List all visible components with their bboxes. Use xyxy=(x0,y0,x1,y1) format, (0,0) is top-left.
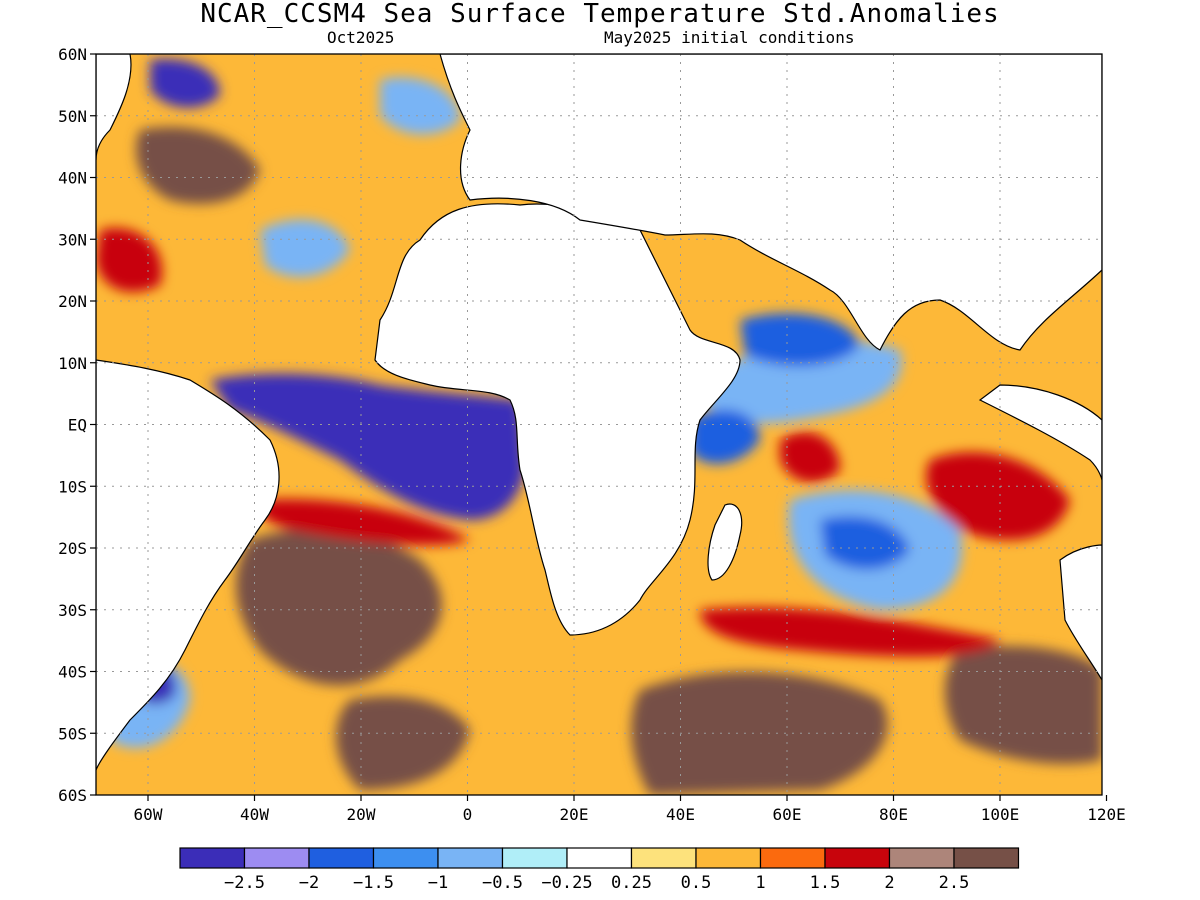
very-warm-anomaly-south-atlantic xyxy=(236,529,442,686)
land-maritime-continent xyxy=(978,384,1102,481)
lat-tick-label: 20N xyxy=(58,292,87,311)
lat-tick-label: 10S xyxy=(58,477,87,496)
initial-conditions-label: May2025 initial conditions xyxy=(604,28,855,47)
colorbar-swatch xyxy=(824,847,891,869)
land-masses xyxy=(96,54,1102,771)
land-americas-north xyxy=(96,54,132,161)
strong-cold-anomaly-equatorial-atlantic xyxy=(210,373,525,520)
colorbar-swatch xyxy=(566,847,633,869)
lat-tick-label: 50N xyxy=(58,107,87,126)
colorbar-label: 0.25 xyxy=(611,873,652,893)
lat-tick-label: 40S xyxy=(58,663,87,682)
colorbar-label: 1 xyxy=(755,873,765,893)
lat-tick-label: 60S xyxy=(58,786,87,805)
forecast-month: Oct2025 xyxy=(327,28,395,47)
cold-anomaly-west-indian xyxy=(690,409,760,464)
hot-anomaly-south-atlantic-band xyxy=(258,499,470,546)
land-madagascar xyxy=(707,503,743,581)
lon-tick-label: 20W xyxy=(347,805,376,824)
colorbar-swatch xyxy=(372,847,439,869)
lon-tick-label: 80E xyxy=(879,805,908,824)
lon-tick-label: 20E xyxy=(560,805,589,824)
lon-tick-label: 40W xyxy=(240,805,269,824)
lat-lon-grid xyxy=(96,54,1102,795)
lon-tick-label: 40E xyxy=(666,805,695,824)
cool-anomaly-arabian-sea xyxy=(700,340,902,424)
colorbar-label: −2.5 xyxy=(224,873,265,893)
colorbar-label: −0.25 xyxy=(541,873,592,893)
cold-anomaly-south-indian xyxy=(820,516,910,570)
colorbar-label: −1 xyxy=(428,873,448,893)
map-axes: 60N 50N 40N 30N 20N 10N EQ 10S 20S 30S 40S 50S 60S 60… xyxy=(58,45,1126,824)
lat-tick-label: 40N xyxy=(58,169,87,188)
very-warm-anomaly-south-atlantic-west xyxy=(336,696,470,790)
strong-cold-anomaly-north-atlantic xyxy=(150,59,220,108)
cool-anomaly-north-atlantic xyxy=(260,219,350,277)
colorbar-label: −1.5 xyxy=(353,873,394,893)
lat-tick-label: 30N xyxy=(58,230,87,249)
colorbar-swatch xyxy=(953,847,1020,869)
very-warm-anomaly-southern-ocean xyxy=(631,671,888,795)
colorbar-label: −2 xyxy=(299,873,319,893)
lon-tick-label: 100E xyxy=(981,805,1020,824)
colorbar-label: 0.5 xyxy=(681,873,712,893)
lat-tick-label: 50S xyxy=(58,724,87,743)
lat-tick-label: 60N xyxy=(58,45,87,64)
lon-tick-label: 60E xyxy=(773,805,802,824)
lat-tick-label: 30S xyxy=(58,601,87,620)
colorbar-swatch xyxy=(695,847,762,869)
colorbar-label: 2 xyxy=(884,873,894,893)
cold-anomaly-arabian-sea xyxy=(740,313,860,367)
sst-anomaly-field xyxy=(96,54,1102,795)
colorbar-swatch xyxy=(437,847,504,869)
land-south-america xyxy=(96,359,280,771)
lat-tick-label: 20S xyxy=(58,539,87,558)
very-warm-anomaly-south-indian xyxy=(945,646,1102,764)
land-africa xyxy=(374,203,741,636)
colorbar-swatch xyxy=(888,847,955,869)
colorbar-swatch xyxy=(308,847,375,869)
hot-anomaly-north-atlantic xyxy=(96,228,162,292)
map-title: NCAR_CCSM4 Sea Surface Temperature Std.A… xyxy=(200,0,1000,29)
land-europe-asia xyxy=(439,54,1102,351)
hot-anomaly-central-indian xyxy=(780,431,840,483)
lat-tick-label: EQ xyxy=(68,416,87,435)
colorbar-swatch xyxy=(630,847,697,869)
colorbar-swatch xyxy=(759,847,826,869)
colorbar: −2.5 −2 −1.5 −1 −0.5 −0.25 0.25 0.5 1 1.5 2 2.5 xyxy=(179,847,1020,893)
colorbar-swatch xyxy=(243,847,310,869)
cool-anomaly-labrador xyxy=(380,77,460,135)
colorbar-label: −0.5 xyxy=(482,873,523,893)
colorbar-label: 2.5 xyxy=(939,873,970,893)
lon-tick-label: 0 xyxy=(463,805,473,824)
colorbar-swatch xyxy=(179,847,246,869)
lat-tick-label: 10N xyxy=(58,354,87,373)
lon-tick-label: 120E xyxy=(1087,805,1126,824)
colorbar-swatch xyxy=(501,847,568,869)
lon-tick-label: 60W xyxy=(134,805,163,824)
hot-anomaly-east-indian xyxy=(926,452,1070,540)
colorbar-label: 1.5 xyxy=(810,873,841,893)
hot-anomaly-southern-band xyxy=(700,607,1000,657)
very-warm-anomaly-north-atlantic xyxy=(136,126,260,204)
